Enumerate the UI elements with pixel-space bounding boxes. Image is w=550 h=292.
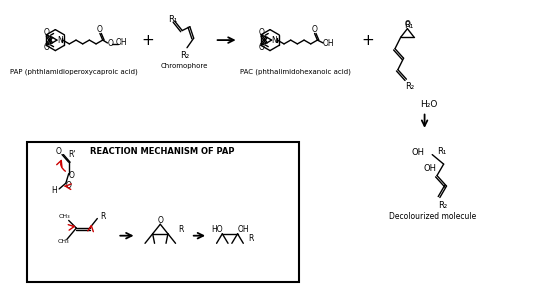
Text: R': R' <box>68 150 75 159</box>
Text: O: O <box>258 44 265 53</box>
Text: O: O <box>55 147 61 156</box>
Text: OH: OH <box>238 225 249 234</box>
Text: CH₃: CH₃ <box>59 214 71 219</box>
Text: PAC (phthalimidohexanoic acid): PAC (phthalimidohexanoic acid) <box>240 68 351 75</box>
Text: HO: HO <box>211 225 222 234</box>
Text: O: O <box>258 28 265 37</box>
Text: O: O <box>404 20 410 29</box>
Text: O: O <box>157 216 163 225</box>
Text: Chromophore: Chromophore <box>161 63 208 69</box>
Text: O: O <box>44 44 50 53</box>
Text: R: R <box>100 212 106 221</box>
Text: +: + <box>361 33 373 48</box>
Text: O: O <box>107 39 113 48</box>
Bar <box>27 142 299 282</box>
Text: H: H <box>52 186 57 195</box>
Text: N: N <box>272 36 277 45</box>
Text: N: N <box>57 36 63 45</box>
Text: O: O <box>44 28 50 37</box>
Text: O: O <box>97 25 103 34</box>
Text: R₂: R₂ <box>405 82 414 91</box>
Text: O: O <box>66 181 72 190</box>
Text: R₁: R₁ <box>168 15 177 24</box>
Text: Decolourized molecule: Decolourized molecule <box>389 212 476 221</box>
Text: OH: OH <box>411 148 425 157</box>
Text: R: R <box>248 234 254 243</box>
Text: OH: OH <box>423 164 436 173</box>
Text: CH₃: CH₃ <box>57 239 69 244</box>
Text: REACTION MECHANISM OF PAP: REACTION MECHANISM OF PAP <box>90 147 235 156</box>
Text: R₁: R₁ <box>437 147 447 156</box>
Text: +: + <box>141 33 154 48</box>
Text: R₁: R₁ <box>404 21 413 30</box>
Text: R₂: R₂ <box>438 201 447 210</box>
Text: OH: OH <box>116 39 128 48</box>
Text: O: O <box>69 171 74 180</box>
Text: OH: OH <box>323 39 334 48</box>
Text: R: R <box>179 225 184 234</box>
Text: O: O <box>312 25 317 34</box>
Text: H₂O: H₂O <box>420 100 437 110</box>
Text: PAP (phthlamidioperoxycaproic acid): PAP (phthlamidioperoxycaproic acid) <box>9 68 138 75</box>
Text: R₂: R₂ <box>180 51 190 60</box>
